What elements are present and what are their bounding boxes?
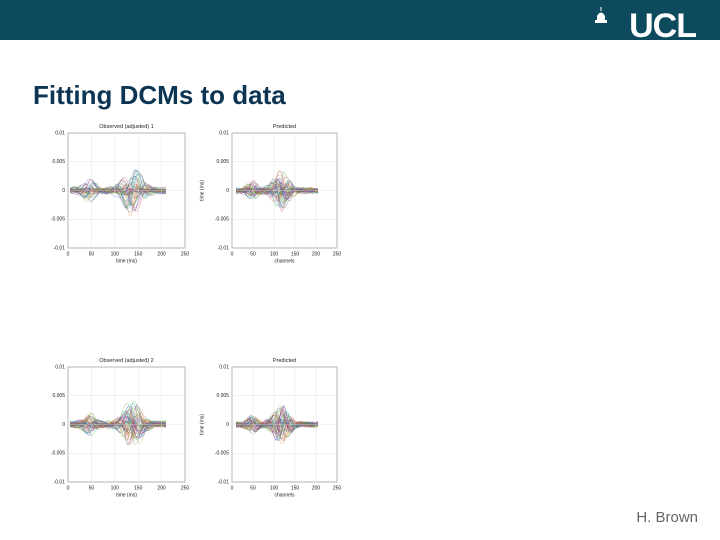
plot-panel: Observed (adjusted) 1 0.01 0.005 0 -0.005 -0.… <box>51 124 190 264</box>
x-axis-label: time (ms) <box>116 258 137 264</box>
y-tick-label: 0.01 <box>219 130 229 136</box>
y-tick-label: 0 <box>226 188 229 194</box>
x-tick-label: 250 <box>333 485 342 491</box>
trace <box>69 408 166 439</box>
x-tick-label: 200 <box>312 251 321 257</box>
trace <box>69 170 166 209</box>
y-axis-label: time (ms) <box>199 414 205 435</box>
trace <box>235 179 318 206</box>
y-tick-label: 0.005 <box>52 159 65 165</box>
trace <box>235 404 318 435</box>
x-tick-label: 50 <box>89 251 95 257</box>
x-tick-label: 150 <box>291 485 300 491</box>
trace <box>69 414 167 434</box>
footer-author: H. Brown <box>636 509 698 526</box>
x-tick-label: 0 <box>231 485 234 491</box>
x-tick-label: 150 <box>291 251 300 257</box>
trace <box>236 417 318 435</box>
trace <box>69 420 166 430</box>
y-tick-label: 0.005 <box>216 393 229 399</box>
trace <box>69 403 167 437</box>
x-tick-label: 200 <box>157 485 166 491</box>
figure: Observed (adjusted) 1 0.01 0.005 0 -0.005 -0.… <box>51 124 342 498</box>
x-tick-label: 100 <box>270 485 279 491</box>
y-tick-label: 0 <box>62 188 65 194</box>
panel-title: Predicted <box>273 124 296 130</box>
logo: UCL <box>629 7 696 45</box>
x-tick-label: 150 <box>134 485 143 491</box>
x-tick-label: 0 <box>67 251 70 257</box>
trace <box>235 180 318 204</box>
panel-title: Observed (adjusted) 1 <box>99 124 153 130</box>
y-axis-label: time (ms) <box>199 180 205 201</box>
x-tick-label: 100 <box>270 251 279 257</box>
x-axis-label: channels <box>274 492 295 498</box>
y-tick-label: 0.005 <box>52 393 65 399</box>
y-tick-label: 0 <box>226 422 229 428</box>
trace <box>235 187 318 196</box>
x-tick-label: 100 <box>111 485 120 491</box>
x-tick-label: 250 <box>181 251 190 257</box>
trace <box>235 178 319 200</box>
x-tick-label: 50 <box>250 485 256 491</box>
trace <box>69 405 166 441</box>
trace <box>69 178 166 211</box>
trace <box>69 181 166 213</box>
slide-title: Fitting DCMs to data <box>33 80 286 110</box>
y-tick-label: -0.005 <box>51 451 65 457</box>
y-tick-label: -0.01 <box>218 479 230 485</box>
plot-panel: Observed (adjusted) 2 0.01 0.005 0 -0.005 -0.… <box>51 358 190 498</box>
trace <box>69 172 167 210</box>
x-tick-label: 100 <box>111 251 120 257</box>
y-tick-label: -0.005 <box>51 217 65 223</box>
trace <box>69 406 166 438</box>
trace <box>69 179 166 207</box>
y-tick-label: -0.005 <box>215 451 229 457</box>
logo-dome <box>595 7 607 23</box>
x-tick-label: 150 <box>134 251 143 257</box>
x-axis-label: time (ms) <box>116 492 137 498</box>
x-tick-label: 0 <box>231 251 234 257</box>
y-tick-label: -0.005 <box>215 217 229 223</box>
x-tick-label: 200 <box>312 485 321 491</box>
trace <box>69 414 167 438</box>
x-tick-label: 200 <box>157 251 166 257</box>
header-bar <box>0 0 720 40</box>
trace <box>69 411 166 435</box>
x-tick-label: 250 <box>333 251 342 257</box>
trace <box>69 179 166 212</box>
panel-title: Predicted <box>273 358 296 364</box>
trace <box>69 183 166 205</box>
y-tick-label: 0.01 <box>55 364 65 370</box>
y-tick-label: 0.01 <box>55 130 65 136</box>
trace <box>69 410 167 440</box>
y-tick-label: -0.01 <box>54 479 66 485</box>
y-tick-label: 0 <box>62 422 65 428</box>
x-tick-label: 0 <box>67 485 70 491</box>
panel-title: Observed (adjusted) 2 <box>99 358 153 364</box>
y-tick-label: -0.01 <box>54 245 66 251</box>
x-tick-label: 250 <box>181 485 190 491</box>
trace <box>69 405 166 433</box>
y-tick-label: 0.005 <box>216 159 229 165</box>
trace <box>235 181 319 209</box>
x-axis-label: channels <box>274 258 295 264</box>
y-tick-label: 0.01 <box>219 364 229 370</box>
trace <box>235 417 319 432</box>
trace <box>235 185 319 194</box>
x-tick-label: 50 <box>89 485 95 491</box>
trace <box>235 176 318 202</box>
x-tick-label: 50 <box>250 251 256 257</box>
y-tick-label: -0.01 <box>218 245 230 251</box>
